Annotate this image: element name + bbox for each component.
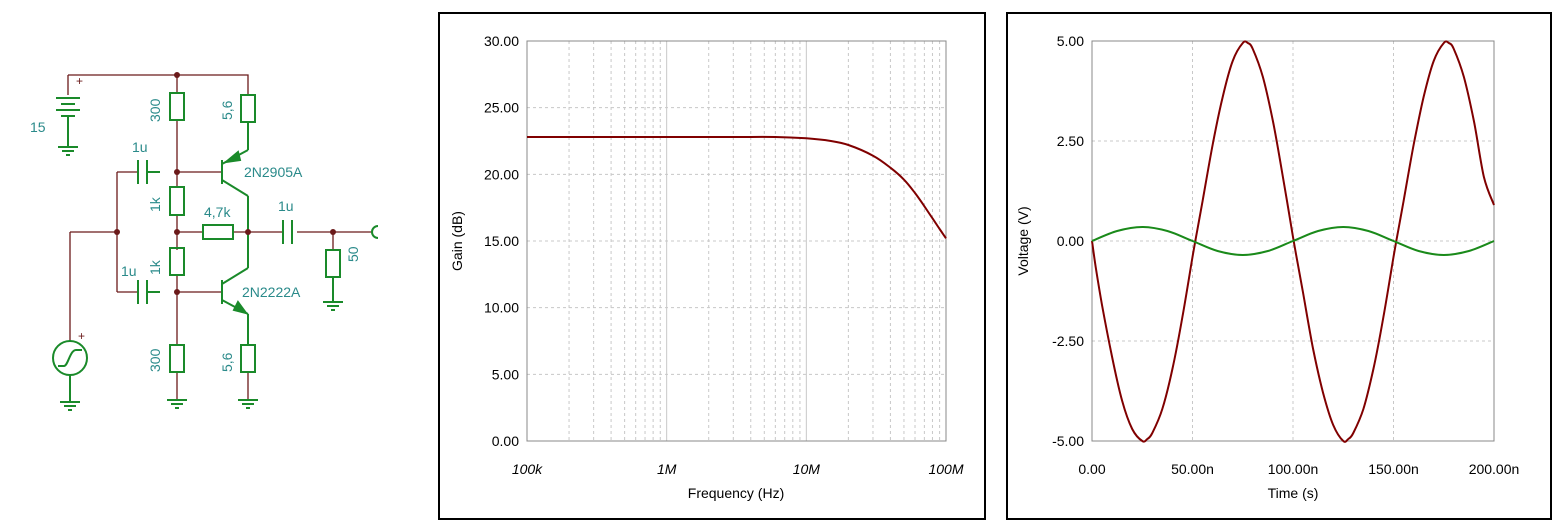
battery-icon bbox=[56, 97, 80, 156]
x-axis-label: Frequency (Hz) bbox=[688, 485, 784, 501]
x-tick-label: 100k bbox=[512, 461, 543, 477]
capacitor-out-label: 1u bbox=[278, 198, 294, 214]
x-tick-label: 0.00 bbox=[1078, 461, 1105, 477]
y-tick-label: 15.00 bbox=[484, 233, 519, 249]
y-axis-label: Gain (dB) bbox=[449, 211, 465, 271]
transistor-top-label: 2N2905A bbox=[244, 164, 303, 180]
x-axis-label: Time (s) bbox=[1268, 485, 1319, 501]
y-tick-label: -2.50 bbox=[1052, 333, 1084, 349]
resistor-icon bbox=[169, 247, 185, 276]
y-tick-label: 10.00 bbox=[484, 300, 519, 316]
chart-ticks: 0.00 50.00n 100.00n 150.00n 200.00n -5.00 -2.5… bbox=[1052, 33, 1519, 477]
chart-series bbox=[1091, 40, 1495, 443]
y-tick-label: 25.00 bbox=[484, 100, 519, 116]
x-tick-label: 150.00n bbox=[1368, 461, 1419, 477]
resistor-icon bbox=[240, 344, 256, 373]
y-tick-label: 5.00 bbox=[1057, 33, 1084, 49]
resistor-icon bbox=[169, 92, 185, 121]
x-tick-label: 100M bbox=[928, 461, 963, 477]
capacitor-top-label: 1u bbox=[132, 139, 148, 155]
resistor-icon bbox=[169, 344, 185, 373]
ground-icon bbox=[323, 277, 343, 311]
chart-frame bbox=[438, 12, 986, 520]
plot-area bbox=[526, 40, 947, 442]
resistor-top-left-label: 300 bbox=[147, 98, 163, 122]
x-tick-label: 200.00n bbox=[1469, 461, 1520, 477]
gain-chart: 100k 1M 10M 100M 0.00 5.00 10.00 15.00 20.00 25.0… bbox=[438, 12, 986, 520]
resistor-bottom-right-label: 5,6 bbox=[219, 352, 235, 372]
ground-icon bbox=[60, 401, 80, 411]
series-line-0 bbox=[1091, 40, 1495, 443]
signal-source-icon bbox=[52, 340, 88, 402]
y-tick-label: 20.00 bbox=[484, 166, 519, 182]
capacitor-icon bbox=[282, 220, 293, 244]
ground-icon bbox=[167, 399, 187, 409]
resistor-icon bbox=[202, 224, 234, 240]
x-tick-label: 1M bbox=[657, 461, 677, 477]
ground-icon bbox=[238, 399, 258, 409]
y-tick-label: 30.00 bbox=[484, 33, 519, 49]
voltage-time-chart: 0.00 50.00n 100.00n 150.00n 200.00n -5.00 -2.5… bbox=[1006, 12, 1552, 520]
source-plus-label: + bbox=[78, 329, 85, 343]
transistor-bottom-label: 2N2222A bbox=[242, 284, 301, 300]
chart-frame bbox=[1006, 12, 1552, 520]
x-tick-label: 100.00n bbox=[1268, 461, 1319, 477]
transistor-npn-icon bbox=[221, 232, 249, 345]
resistor-icon bbox=[169, 186, 185, 216]
junction-dots bbox=[114, 72, 336, 295]
amplifier-schematic: 15 + + 300 5,6 1u 2N2905A 1k 4,7k 1u 50 … bbox=[30, 72, 379, 411]
y-tick-label: 0.00 bbox=[492, 433, 519, 449]
schematic-wires bbox=[67, 74, 372, 400]
output-terminal-icon bbox=[371, 225, 379, 239]
chart-series bbox=[526, 135, 947, 239]
resistor-mid-top-label: 1k bbox=[147, 196, 163, 212]
capacitor-icon bbox=[137, 160, 160, 184]
resistor-load-label: 50 bbox=[345, 246, 361, 262]
resistor-icon bbox=[325, 249, 341, 278]
battery-voltage-label: 15 bbox=[30, 119, 46, 135]
resistor-top-right-label: 5,6 bbox=[219, 100, 235, 120]
series-line-0 bbox=[526, 135, 947, 239]
y-tick-label: -5.00 bbox=[1052, 433, 1084, 449]
transistor-pnp-icon bbox=[221, 122, 249, 232]
resistor-mid-bottom-label: 1k bbox=[147, 259, 163, 275]
x-tick-label: 10M bbox=[793, 461, 821, 477]
schematic-components bbox=[52, 92, 379, 411]
y-axis-label: Voltage (V) bbox=[1015, 206, 1031, 275]
chart-ticks: 100k 1M 10M 100M 0.00 5.00 10.00 15.00 20.00 25.0… bbox=[484, 33, 964, 477]
battery-plus-label: + bbox=[76, 74, 83, 88]
y-tick-label: 0.00 bbox=[1057, 233, 1084, 249]
resistor-feedback-label: 4,7k bbox=[204, 204, 231, 220]
capacitor-icon bbox=[137, 280, 160, 304]
resistor-bottom-left-label: 300 bbox=[147, 348, 163, 372]
capacitor-bottom-label: 1u bbox=[121, 263, 137, 279]
y-tick-label: 5.00 bbox=[492, 366, 519, 382]
series-line-1 bbox=[1091, 225, 1495, 257]
resistor-icon bbox=[240, 94, 256, 123]
y-tick-label: 2.50 bbox=[1057, 133, 1084, 149]
x-tick-label: 50.00n bbox=[1171, 461, 1214, 477]
